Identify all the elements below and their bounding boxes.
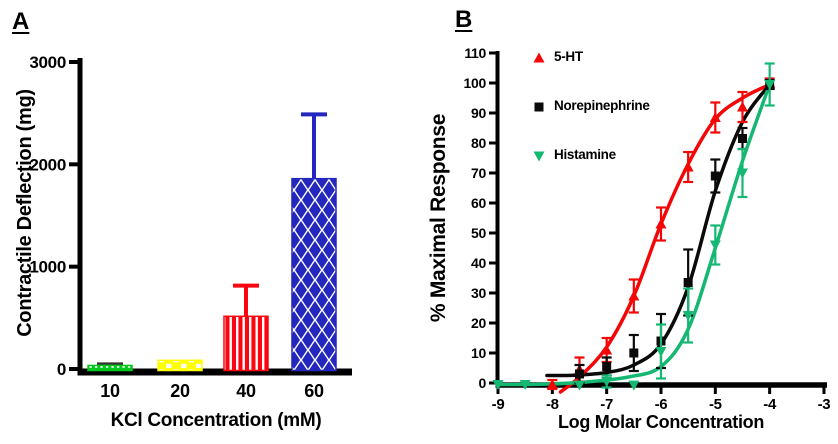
legend-label: Histamine: [554, 147, 617, 162]
kcl-bar-chart: 0 1000 2000 3000 10 20 40 60 Contractile Deflect…: [14, 53, 352, 431]
y-tick-label: 3000: [29, 53, 66, 72]
x-category-label: 60: [304, 381, 324, 401]
data-point: [709, 240, 721, 251]
x-category-label: 10: [100, 381, 120, 401]
x-axis-title: Log Molar Concentration: [558, 412, 764, 432]
legend-label: 5-HT: [554, 49, 584, 64]
data-point: [519, 380, 531, 390]
series-points-5-HT: [546, 77, 776, 391]
y-tick-label: 100: [464, 75, 487, 91]
bar-60: [291, 112, 337, 372]
panel-a: A 0 1000 2000 3000 10 20 40 60 Contractile Defle…: [12, 8, 352, 431]
data-point: [601, 377, 613, 387]
y-axis-title: Contractile Deflection (mg): [14, 89, 36, 336]
x-tick-label: -5: [709, 396, 722, 413]
x-axis-title: KCl Concentration (mM): [111, 410, 322, 431]
triangle-down-icon: [533, 151, 545, 162]
panel-b: B 0 10 20 30 40 50 60 70 80 90 100 110 -9 -8 -7 -6 -5 -4 -…: [420, 0, 838, 444]
dose-response-chart: 0 10 20 30 40 50 60 70 80 90 100 110 -9 -8 -7 -6 -5 -4 -3 5…: [427, 45, 831, 432]
y-tick-label: 20: [471, 315, 486, 331]
data-point: [655, 347, 667, 357]
data-point: [628, 380, 640, 391]
data-point: [764, 80, 776, 90]
y-tick-label: 40: [471, 255, 486, 271]
x-tick-label: -7: [600, 396, 613, 413]
data-point: [628, 290, 640, 301]
y-tick-label: 30: [471, 285, 486, 301]
data-point: [710, 171, 720, 181]
y-tick-label: 2000: [29, 155, 66, 174]
data-point: [655, 218, 667, 229]
y-tick-label: 10: [471, 345, 486, 361]
legend: 5-HT Norepinephrine Histamine: [533, 49, 651, 162]
axes: 0 10 20 30 40 50 60 70 80 90 100 110 -9 -8 -7 -6 -5 -4 -3: [464, 45, 831, 413]
x-category-label: 20: [170, 381, 190, 401]
data-point: [601, 344, 613, 355]
square-icon: [534, 102, 544, 112]
data-point: [574, 369, 584, 379]
series-points-Histamine: [492, 62, 776, 391]
x-tick-label: -9: [492, 396, 505, 413]
data-point: [737, 134, 747, 143]
x-category-label: 40: [236, 381, 256, 401]
data-point: [736, 101, 748, 112]
triangle-up-icon: [533, 52, 545, 63]
y-tick-label: 110: [464, 45, 486, 61]
y-tick-label: 0: [479, 375, 487, 391]
y-tick-label: 60: [471, 195, 486, 211]
x-tick-label: -3: [818, 396, 831, 413]
data-point: [546, 379, 558, 389]
y-tick-label: 70: [471, 165, 486, 181]
data-point: [573, 380, 585, 391]
x-tick-label: -4: [763, 396, 777, 413]
series-curve-Histamine: [496, 82, 772, 387]
data-point: [709, 112, 721, 122]
data-point: [602, 362, 612, 371]
panel-b-label: B: [455, 6, 473, 33]
data-point: [736, 168, 748, 179]
legend-item-Histamine: Histamine: [533, 147, 617, 162]
data-point: [629, 348, 639, 358]
panel-a-label: A: [12, 8, 30, 35]
axes: 0 1000 2000 3000: [29, 53, 352, 379]
data-point: [683, 278, 693, 287]
bar-rect: [223, 315, 269, 372]
bar-10: [87, 362, 133, 372]
x-tick-label: -8: [546, 396, 559, 413]
legend-label: Norepinephrine: [554, 98, 650, 113]
bar-rect: [87, 364, 133, 372]
y-axis-title: % Maximal Response: [427, 114, 450, 322]
bar-20: [157, 359, 203, 372]
y-tick-label: 0: [57, 360, 66, 379]
y-tick-label: 80: [471, 135, 486, 151]
y-tick-label: 90: [471, 105, 486, 121]
legend-item-5-HT: 5-HT: [533, 49, 584, 64]
legend-item-Norepinephrine: Norepinephrine: [534, 98, 651, 113]
data-point: [682, 311, 694, 321]
bar-rect: [291, 177, 337, 372]
x-tick-label: -6: [655, 396, 668, 413]
y-tick-label: 1000: [29, 258, 66, 277]
bar-40: [223, 283, 269, 372]
bar-rect: [157, 359, 203, 372]
data-point: [682, 161, 694, 172]
data-point: [492, 380, 504, 390]
y-tick-label: 50: [471, 225, 486, 241]
